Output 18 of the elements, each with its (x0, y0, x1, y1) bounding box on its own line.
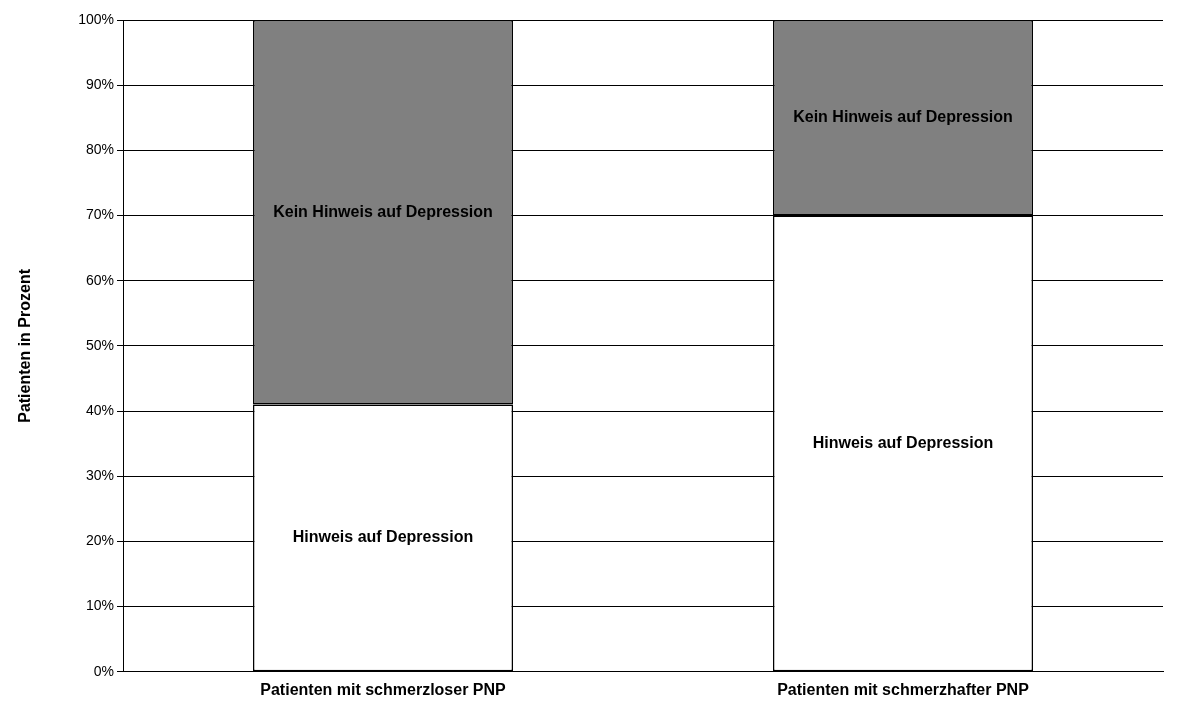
y-tick-label: 30% (85, 467, 115, 484)
y-tick-label: 90% (85, 76, 115, 93)
series-label: Kein Hinweis auf Depression (273, 202, 493, 220)
y-tick-label: 100% (78, 10, 115, 27)
x-tick-label: Patienten mit schmerzloser PNP (260, 680, 507, 698)
y-axis-title: Patienten in Prozent (16, 268, 34, 423)
x-tick-label: Patienten mit schmerzhafter PNP (777, 680, 1030, 698)
y-tick-label: 50% (85, 336, 115, 353)
y-tick-label: 0% (93, 662, 115, 679)
y-tick-label: 70% (85, 206, 115, 223)
y-tick-label: 20% (85, 532, 115, 549)
text: Hinweis auf Depression (812, 433, 994, 451)
y-tick-label: 40% (85, 401, 115, 418)
y-tick-label: 60% (85, 271, 115, 288)
series-label: Hinweis auf Depression (292, 528, 474, 546)
text: Kein Hinweis auf Depression (793, 108, 1013, 126)
y-tick-label: 80% (85, 141, 115, 158)
y-tick-label: 10% (85, 597, 115, 614)
